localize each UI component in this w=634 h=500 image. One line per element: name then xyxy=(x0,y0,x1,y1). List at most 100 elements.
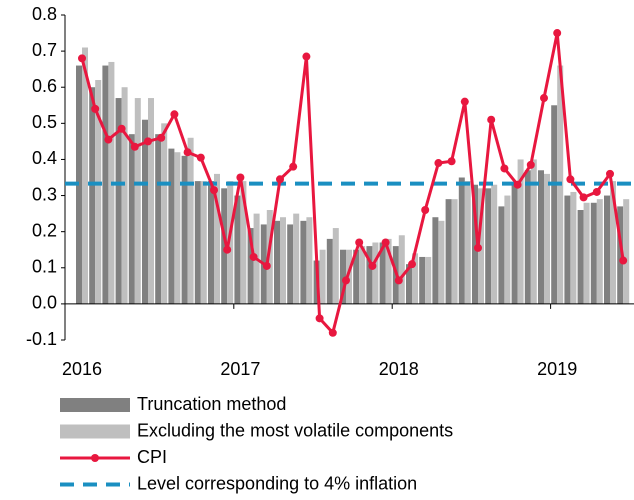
bar xyxy=(610,181,616,304)
cpi-point xyxy=(474,243,482,252)
bar xyxy=(234,195,241,304)
bar xyxy=(379,242,386,304)
y-tick-label: 0.4 xyxy=(32,148,57,168)
bar xyxy=(306,217,313,304)
cpi-point xyxy=(381,238,390,247)
bar xyxy=(517,159,524,304)
bar xyxy=(293,213,300,304)
bar xyxy=(102,65,109,304)
cpi-point xyxy=(368,261,377,270)
cpi-point xyxy=(434,159,443,168)
bar xyxy=(161,123,168,304)
bar xyxy=(590,202,597,304)
bar xyxy=(385,238,392,304)
cpi-point xyxy=(579,193,588,202)
cpi-point xyxy=(262,261,271,270)
cpi-point xyxy=(408,260,416,269)
bar xyxy=(142,119,148,304)
y-tick-label: 0.7 xyxy=(32,40,57,60)
legend-label: CPI xyxy=(137,447,167,467)
bar xyxy=(181,155,188,304)
cpi-point xyxy=(355,238,364,247)
bar xyxy=(187,137,194,304)
cpi-point xyxy=(487,115,496,124)
cpi-point xyxy=(183,148,192,157)
bar xyxy=(596,199,603,304)
cpi-point xyxy=(144,137,152,146)
bar xyxy=(432,217,439,304)
bar xyxy=(346,249,352,304)
cpi-point xyxy=(117,124,126,133)
bar xyxy=(617,206,624,304)
cpi-point xyxy=(210,186,218,195)
cpi-point xyxy=(223,245,232,254)
bar xyxy=(155,134,162,304)
bar xyxy=(148,98,154,304)
legend-label: Level corresponding to 4% inflation xyxy=(137,473,417,493)
y-tick-label: 0.0 xyxy=(32,293,57,313)
bar xyxy=(577,210,584,304)
bar xyxy=(498,206,505,304)
bar xyxy=(570,191,577,304)
bar xyxy=(419,256,426,304)
bar xyxy=(406,264,412,304)
y-tick-label: -0.1 xyxy=(26,329,57,349)
bar xyxy=(89,87,96,304)
cpi-point xyxy=(553,29,562,38)
cpi-point xyxy=(394,276,403,285)
cpi-point xyxy=(328,328,337,337)
bar xyxy=(551,105,558,304)
cpi-point xyxy=(460,97,469,106)
bar xyxy=(366,246,373,304)
bar xyxy=(604,195,610,304)
bar xyxy=(128,134,135,304)
legend-swatch xyxy=(60,398,130,412)
bar xyxy=(247,228,254,304)
bar xyxy=(524,170,531,304)
cpi-point xyxy=(540,94,548,103)
bar xyxy=(504,195,511,304)
bar xyxy=(82,47,88,304)
bar xyxy=(227,181,234,304)
cpi-point xyxy=(447,157,456,166)
y-tick-label: 0.1 xyxy=(32,257,57,277)
bar xyxy=(266,210,273,304)
cpi-point xyxy=(619,256,628,265)
legend-swatch xyxy=(91,454,99,462)
bar xyxy=(623,199,630,304)
bar xyxy=(274,220,280,304)
bar xyxy=(445,199,452,304)
bar xyxy=(168,148,175,304)
bar xyxy=(95,80,102,304)
y-tick-label: 0.6 xyxy=(32,76,57,96)
y-tick-label: 0.2 xyxy=(32,220,57,240)
bar xyxy=(221,188,228,304)
y-tick-label: 0.8 xyxy=(32,4,57,24)
cpi-point xyxy=(157,133,166,142)
bar xyxy=(208,181,214,304)
bar xyxy=(372,242,379,304)
cpi-point xyxy=(170,110,179,119)
bar xyxy=(398,235,405,304)
x-tick-label: 2017 xyxy=(220,359,260,379)
x-tick-label: 2016 xyxy=(62,359,102,379)
cpi-line xyxy=(80,32,625,336)
cpi-point xyxy=(500,164,509,173)
bar xyxy=(287,224,294,304)
bar xyxy=(280,217,286,304)
legend-label: Excluding the most volatile components xyxy=(137,420,453,440)
bar xyxy=(438,220,445,304)
bar xyxy=(491,184,498,304)
cpi-point xyxy=(236,173,245,182)
x-tick-label: 2019 xyxy=(537,359,577,379)
bar xyxy=(425,256,432,304)
bar xyxy=(194,181,201,304)
bar xyxy=(451,199,458,304)
bar xyxy=(353,249,360,304)
y-tick-label: 0.5 xyxy=(32,112,57,132)
cpi-point xyxy=(342,276,350,285)
cpi-point xyxy=(91,104,100,113)
bar xyxy=(511,184,518,304)
bar xyxy=(472,184,478,304)
